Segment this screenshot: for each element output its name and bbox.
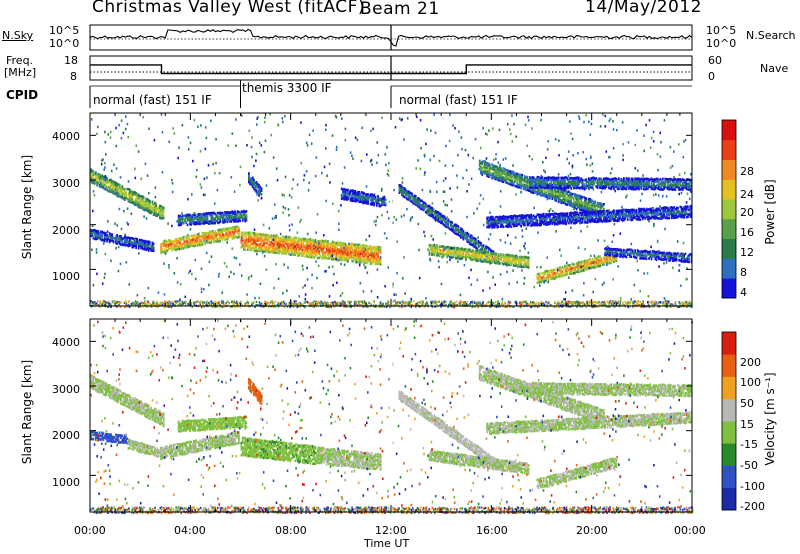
velocity-band-0 [90, 374, 165, 428]
freq-label-1: Freq. [6, 54, 34, 67]
vel-cb-tick-50: 50 [740, 397, 754, 410]
power-band-2 [160, 225, 240, 254]
power-band-1 [90, 228, 155, 253]
velocity-band-5 [240, 436, 317, 466]
velocity-band-12 [486, 410, 693, 436]
freq-label-2: [MHz] [4, 66, 37, 79]
velocity-band-1 [90, 430, 129, 445]
velocity-colorbar-swatch-0 [722, 487, 736, 511]
xtick-4: 16:00 [476, 524, 508, 537]
xtick-2: 08:00 [275, 524, 307, 537]
vel-cb-tick-100: 100 [740, 376, 761, 389]
power-ytick-3000: 3000 [52, 177, 80, 190]
power-colorbar-frame [721, 119, 737, 299]
sky-right-tick-bottom: 10^0 [706, 37, 737, 50]
power-cb-tick-16: 16 [740, 226, 754, 239]
cpid-label: CPID [6, 88, 39, 102]
vel-cb-tick-15: 15 [740, 418, 754, 431]
power-colorbar-swatch-7 [722, 139, 736, 160]
power-band-5 [248, 172, 263, 200]
velocity-data-layer [90, 319, 694, 515]
sky-left-tick-bottom: 10^0 [49, 37, 80, 50]
vel-ytick-4000: 4000 [52, 336, 80, 349]
power-cb-tick-8: 8 [740, 266, 747, 279]
chart-title: Christmas Valley West (fitACF) [92, 0, 366, 17]
nave-tick-top: 60 [708, 54, 722, 67]
power-colorbar-swatch-0 [722, 278, 736, 299]
power-cb-tick-28: 28 [740, 165, 754, 178]
power-ground-scatter [90, 300, 693, 309]
velocity-colorbar-swatch-1 [722, 465, 736, 489]
xtick-6: 00:00 [674, 524, 706, 537]
velocity-colorbar-swatch-2 [722, 443, 736, 466]
sky-right-tick-top: 10^5 [706, 24, 737, 37]
power-cb-tick-12: 12 [740, 246, 754, 259]
x-axis-label: Time UT [364, 537, 410, 550]
cpid-segment-2: themis 3300 IF [242, 81, 332, 95]
power-colorbar-swatch-5 [722, 179, 736, 200]
velocity-colorbar-swatch-5 [722, 376, 736, 400]
power-band-0 [90, 168, 165, 220]
xtick-0: 00:00 [74, 524, 106, 537]
power-band-12 [536, 250, 618, 285]
power-band-11 [486, 204, 693, 229]
velocity-colorbar-swatch-6 [722, 354, 736, 377]
velocity-band-3 [160, 431, 240, 461]
power-data-gap [389, 113, 393, 306]
nave-label: Nave [760, 62, 789, 75]
power-band-13 [604, 246, 693, 264]
velocity-colorbar-frame [721, 331, 737, 511]
power-colorbar-swatch-6 [722, 159, 736, 180]
power-colorbar-swatch-3 [722, 218, 736, 240]
power-colorbar-swatch-4 [722, 199, 736, 220]
power-data-layer [90, 113, 693, 309]
vel-ytick-1000: 1000 [52, 476, 80, 489]
velocity-band-2 [127, 438, 162, 459]
beam-label: Beam 21 [360, 0, 440, 19]
power-scatter-noise [90, 113, 692, 309]
power-cb-tick-24: 24 [740, 188, 754, 201]
vel-cb-tick-m15: -15 [740, 438, 758, 451]
date-label: 14/May/2012 [585, 0, 702, 17]
velocity-colorbar-swatch-4 [722, 398, 736, 422]
vel-cb-tick-200: 200 [740, 356, 761, 369]
power-band-8 [428, 243, 530, 269]
power-band-3 [177, 209, 248, 227]
power-cb-tick-20: 20 [740, 206, 754, 219]
cpid-segment-3: normal (fast) 151 IF [399, 93, 518, 107]
velocity-band-4 [177, 415, 248, 433]
xtick-1: 04:00 [174, 524, 206, 537]
vel-ytick-3000: 3000 [52, 383, 80, 396]
power-ytick-4000: 4000 [52, 130, 80, 143]
velocity-band-13 [536, 457, 618, 490]
xtick-5: 20:00 [576, 524, 608, 537]
velocity-scatter-noise [90, 319, 693, 515]
velocity-data-gap [389, 319, 393, 512]
cpid-segment-1: normal (fast) 151 IF [93, 93, 212, 107]
vel-ytick-2000: 2000 [52, 429, 80, 442]
power-band-6 [340, 187, 387, 208]
vel-cb-tick-m200: -200 [740, 500, 765, 513]
n-search-label: N.Search [746, 29, 796, 42]
power-ytick-1000: 1000 [52, 270, 80, 283]
power-cb-tick-4: 4 [740, 286, 747, 299]
vel-cb-tick-m50: -50 [740, 459, 758, 472]
power-ytick-2000: 2000 [52, 224, 80, 237]
freq-tick-top: 18 [64, 54, 78, 67]
velocity-band-6 [315, 446, 382, 471]
sky-left-tick-top: 10^5 [49, 24, 80, 37]
power-band-4 [240, 231, 382, 266]
n-sky-label: N.Sky [2, 29, 34, 42]
power-band-10 [529, 175, 693, 191]
power-colorbar-swatch-8 [722, 120, 736, 141]
nave-tick-bottom: 0 [708, 70, 715, 83]
power-colorbar-swatch-1 [722, 258, 736, 279]
freq-tick-bottom: 8 [70, 70, 77, 83]
xtick-3: 12:00 [375, 524, 407, 537]
velocity-colorbar-swatch-3 [722, 421, 736, 444]
vel-cb-tick-m100: -100 [740, 480, 765, 493]
velocity-colorbar-swatch-7 [722, 332, 736, 355]
power-colorbar-swatch-2 [722, 238, 736, 259]
